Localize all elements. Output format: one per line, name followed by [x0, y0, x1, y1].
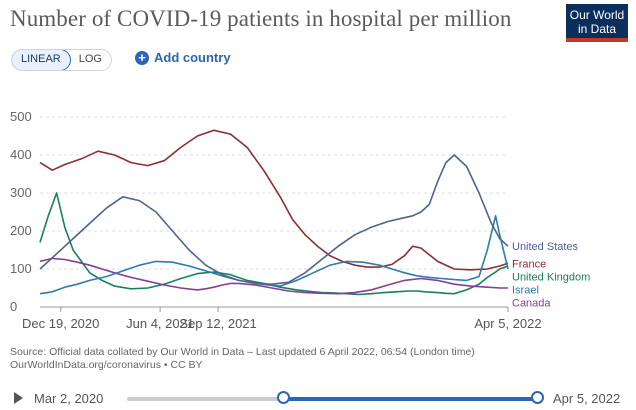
x-tick-label: Sep 12, 2021: [179, 316, 256, 331]
add-country-label: Add country: [154, 50, 231, 65]
linear-scale-button[interactable]: LINEAR: [11, 50, 71, 70]
end-label-israel: Israel: [512, 284, 539, 296]
end-label-france: France: [512, 258, 546, 270]
source-line-1: Source: Official data collated by Our Wo…: [10, 346, 475, 358]
y-tick-label: 0: [10, 299, 17, 314]
timeline-end-label: Apr 5, 2022: [553, 391, 621, 406]
plus-circle-icon: +: [135, 50, 149, 65]
y-tick-label: 300: [10, 185, 32, 200]
add-country-button[interactable]: + Add country: [135, 50, 231, 65]
source-line-2: OurWorldInData.org/coronavirus • CC BY: [10, 359, 203, 371]
series-line-canada: [39, 257, 508, 295]
timeline-start-handle[interactable]: [277, 391, 290, 404]
logo-line-1: Our World: [569, 8, 625, 22]
timeline-selected-range[interactable]: [283, 397, 538, 401]
owid-logo[interactable]: Our World in Data: [566, 4, 628, 42]
x-tick-label: Apr 5, 2022: [474, 316, 541, 331]
timeline-end-handle[interactable]: [531, 391, 544, 404]
play-icon[interactable]: [14, 392, 23, 404]
series-line-france: [39, 129, 509, 271]
timeline-start-label: Mar 2, 2020: [34, 391, 104, 406]
series-line-israel: [39, 215, 509, 295]
source-note: Source: Official data collated by Our Wo…: [10, 346, 475, 372]
log-scale-button[interactable]: LOG: [78, 53, 102, 65]
series-line-united-kingdom: [39, 192, 509, 296]
scale-toggle: LINEAR LOG: [11, 49, 112, 71]
series-line-united-states: [39, 154, 509, 285]
end-label-united-states: United States: [512, 241, 579, 253]
end-label-united-kingdom: United Kingdom: [512, 271, 590, 283]
timeline: Mar 2, 2020 Apr 5, 2022: [0, 386, 636, 410]
x-tick-label: Dec 19, 2020: [22, 316, 99, 331]
y-tick-label: 100: [10, 261, 32, 276]
line-chart: 0 100 200 300 400 500 Dec 19, 2020 Jun 4, 2021S…: [10, 109, 590, 331]
y-tick-label: 500: [10, 109, 32, 124]
x-tick-label: Jun 4, 2021: [126, 316, 194, 331]
y-tick-label: 400: [10, 147, 32, 162]
y-tick-label: 200: [10, 223, 32, 238]
logo-line-2: in Data: [577, 22, 617, 36]
end-label-canada: Canada: [512, 297, 551, 309]
chart-title: Number of COVID-19 patients in hospital …: [10, 6, 512, 31]
